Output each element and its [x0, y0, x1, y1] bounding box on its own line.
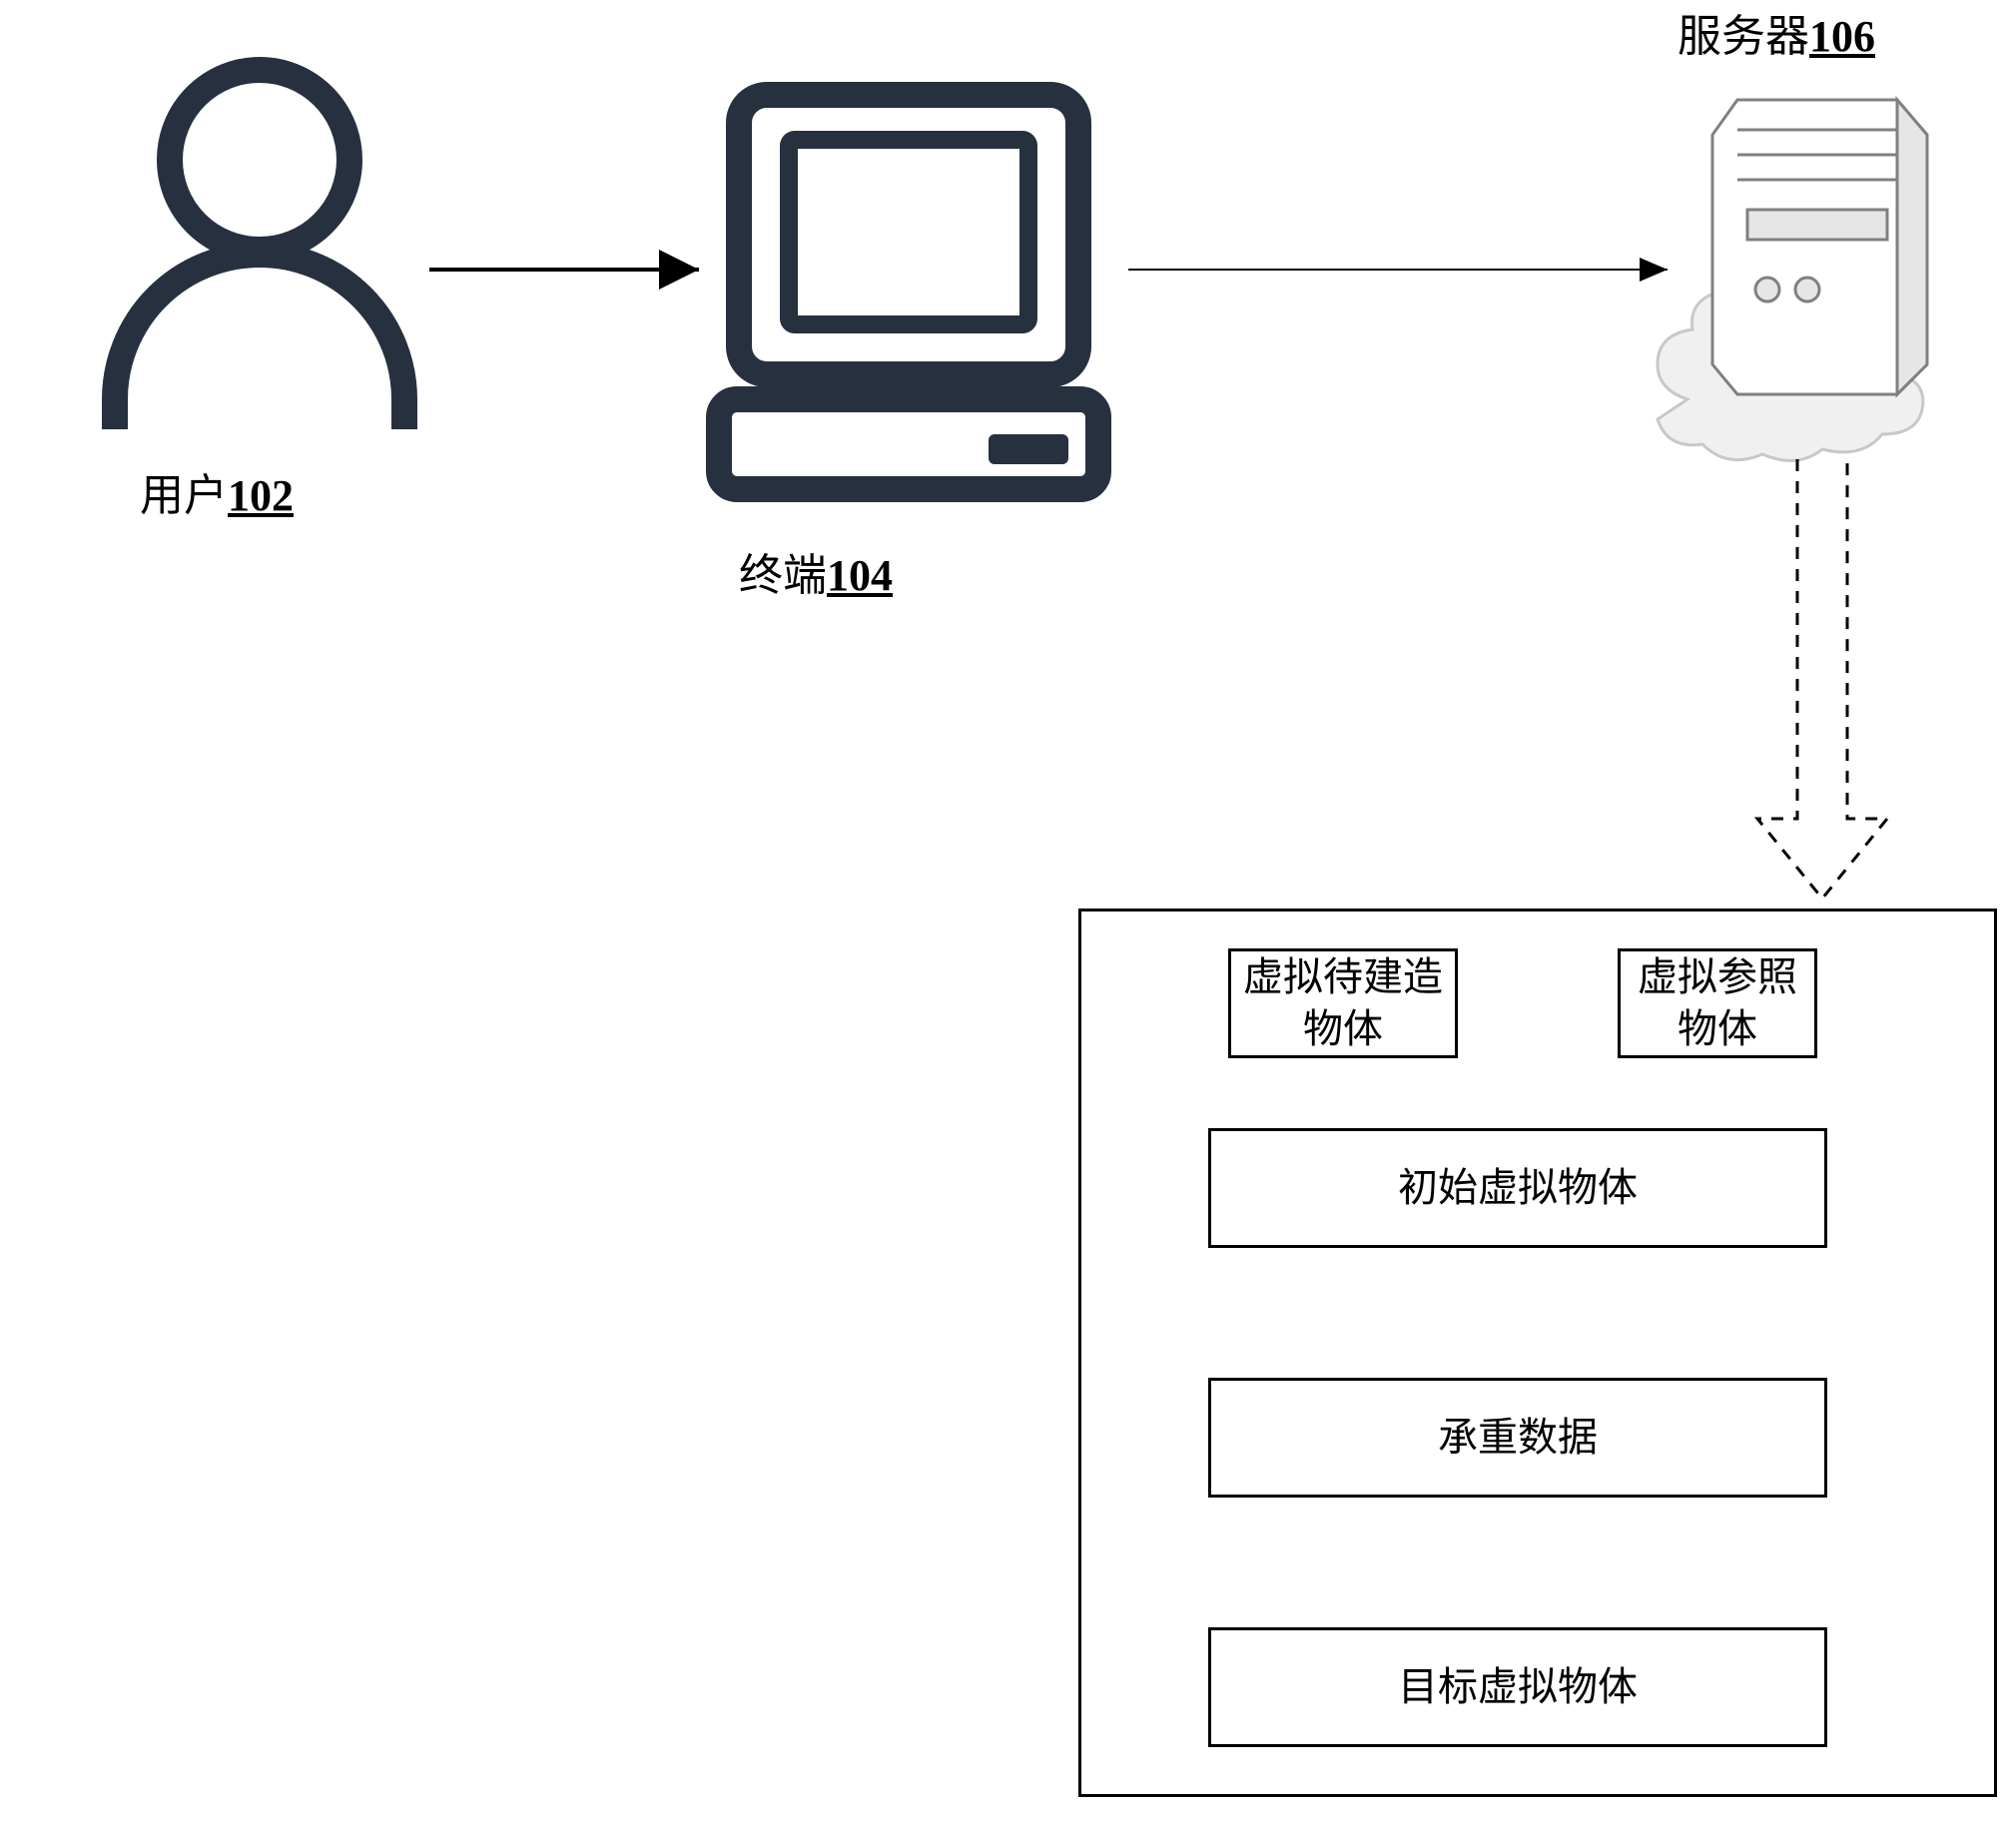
server-label: 服务器106: [1678, 0, 1875, 64]
user-label: 用户102: [140, 459, 294, 523]
node-target-virtual-text: 目标虚拟物体: [1398, 1661, 1638, 1713]
user-icon: [115, 70, 404, 429]
terminal-label-text: 终端: [739, 551, 827, 600]
terminal-label-ref: 104: [827, 551, 893, 600]
node-load-data: 承重数据: [1208, 1378, 1827, 1498]
node-load-data-text: 承重数据: [1438, 1412, 1598, 1464]
server-label-ref: 106: [1809, 12, 1875, 61]
user-label-text: 用户: [140, 471, 228, 520]
node-virtual-to-build-text: 虚拟待建造 物体: [1243, 951, 1443, 1055]
node-virtual-reference-text: 虚拟参照 物体: [1638, 951, 1797, 1055]
server-label-text: 服务器: [1678, 12, 1809, 61]
node-initial-virtual-text: 初始虚拟物体: [1398, 1162, 1638, 1214]
terminal-label: 终端104: [739, 539, 893, 603]
user-label-ref: 102: [228, 471, 294, 520]
node-virtual-to-build: 虚拟待建造 物体: [1228, 948, 1458, 1058]
arrow-server-frame: [1757, 459, 1887, 899]
node-initial-virtual: 初始虚拟物体: [1208, 1128, 1827, 1248]
terminal-icon: [719, 95, 1098, 489]
server-icon: [1658, 100, 1927, 460]
diagram-canvas: 用户102 终端104 服务器106 虚拟待建造 物体 虚拟参照 物体 初始虚拟…: [0, 0, 2016, 1826]
node-target-virtual: 目标虚拟物体: [1208, 1627, 1827, 1747]
node-virtual-reference: 虚拟参照 物体: [1618, 948, 1817, 1058]
